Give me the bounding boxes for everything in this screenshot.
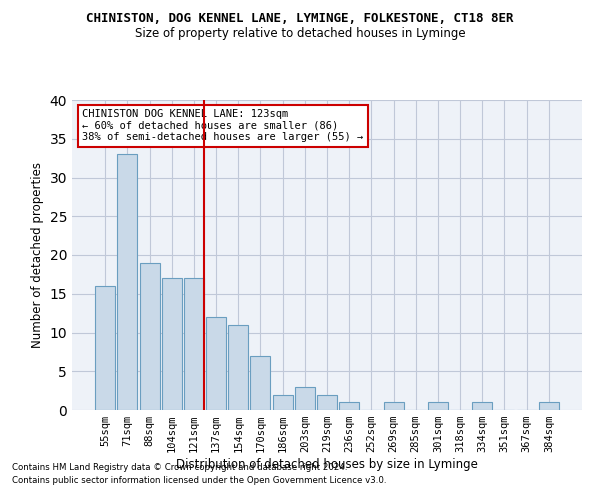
Bar bbox=[272, 394, 293, 410]
Bar bbox=[539, 402, 559, 410]
Y-axis label: Number of detached properties: Number of detached properties bbox=[31, 162, 44, 348]
Bar bbox=[317, 394, 337, 410]
Bar bbox=[428, 402, 448, 410]
Bar bbox=[383, 402, 404, 410]
X-axis label: Distribution of detached houses by size in Lyminge: Distribution of detached houses by size … bbox=[176, 458, 478, 471]
Bar bbox=[339, 402, 359, 410]
Text: CHINISTON, DOG KENNEL LANE, LYMINGE, FOLKESTONE, CT18 8ER: CHINISTON, DOG KENNEL LANE, LYMINGE, FOL… bbox=[86, 12, 514, 26]
Bar bbox=[228, 325, 248, 410]
Bar bbox=[118, 154, 137, 410]
Text: Contains HM Land Registry data © Crown copyright and database right 2024.: Contains HM Land Registry data © Crown c… bbox=[12, 464, 347, 472]
Bar bbox=[250, 356, 271, 410]
Bar bbox=[472, 402, 492, 410]
Bar bbox=[184, 278, 204, 410]
Bar bbox=[140, 263, 160, 410]
Bar bbox=[162, 278, 182, 410]
Text: Size of property relative to detached houses in Lyminge: Size of property relative to detached ho… bbox=[134, 28, 466, 40]
Text: CHINISTON DOG KENNEL LANE: 123sqm
← 60% of detached houses are smaller (86)
38% : CHINISTON DOG KENNEL LANE: 123sqm ← 60% … bbox=[82, 110, 364, 142]
Bar bbox=[206, 317, 226, 410]
Bar bbox=[295, 387, 315, 410]
Text: Contains public sector information licensed under the Open Government Licence v3: Contains public sector information licen… bbox=[12, 476, 386, 485]
Bar bbox=[95, 286, 115, 410]
